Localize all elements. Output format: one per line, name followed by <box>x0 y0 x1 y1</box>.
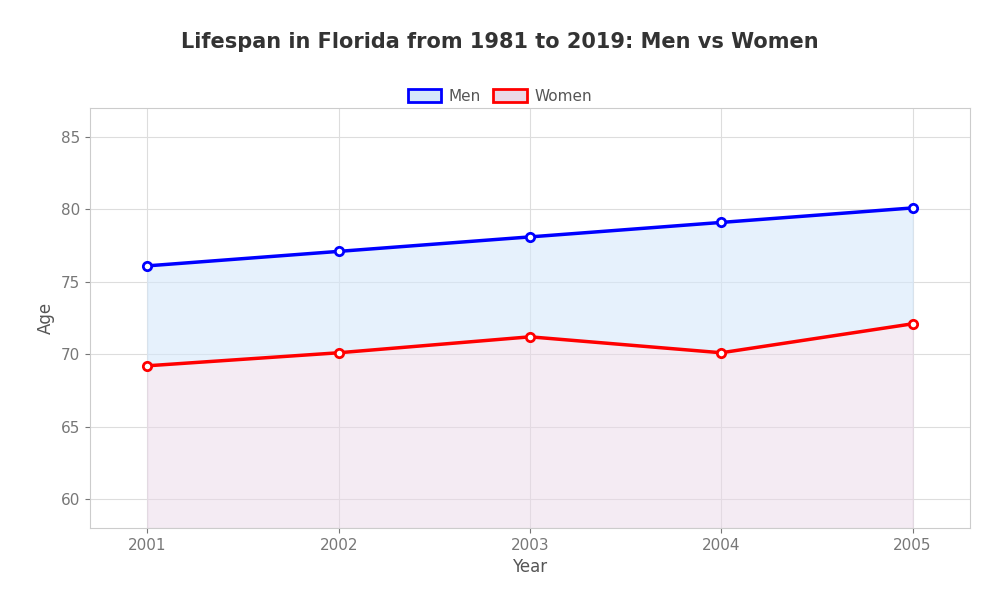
Y-axis label: Age: Age <box>37 302 55 334</box>
Legend: Men, Women: Men, Women <box>402 83 598 110</box>
Text: Lifespan in Florida from 1981 to 2019: Men vs Women: Lifespan in Florida from 1981 to 2019: M… <box>181 32 819 52</box>
X-axis label: Year: Year <box>512 558 548 576</box>
